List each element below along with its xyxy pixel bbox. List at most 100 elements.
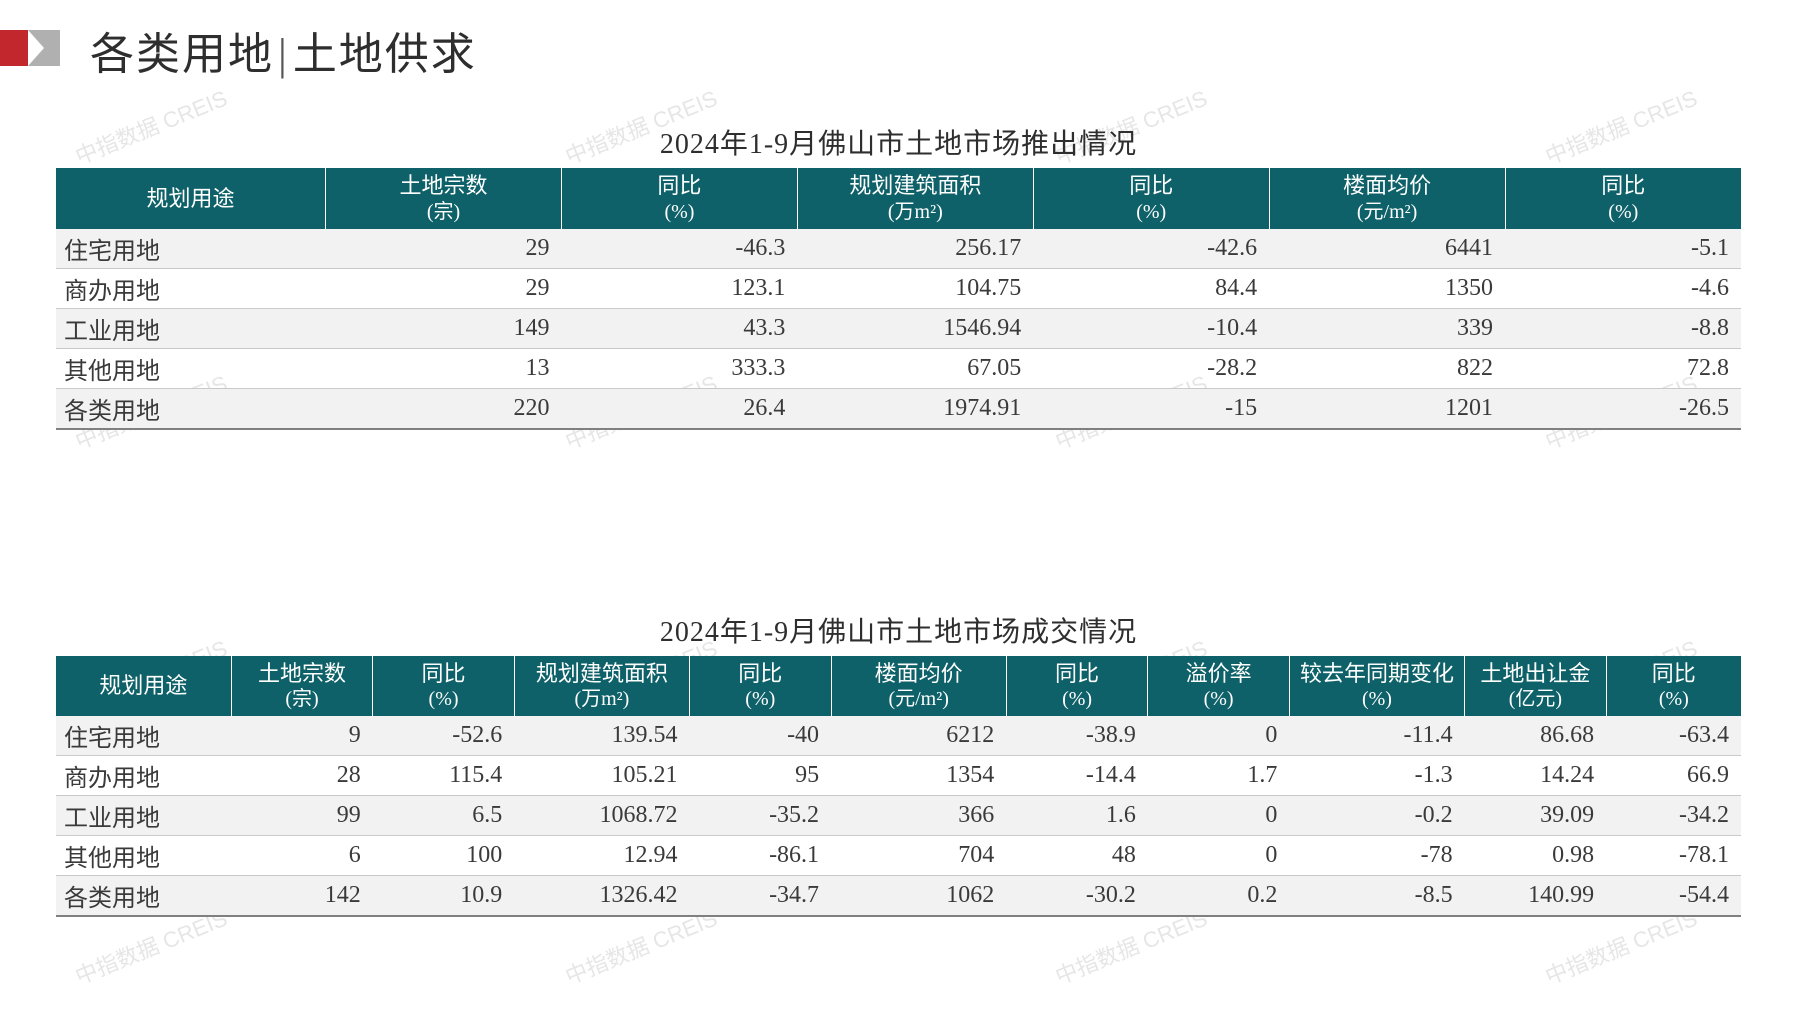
row-value: 72.8 (1505, 348, 1741, 388)
row-value: 29 (326, 268, 562, 308)
table-header-cell: 同比(%) (1006, 656, 1148, 717)
row-value: 104.75 (797, 268, 1033, 308)
row-label: 住宅用地 (56, 229, 326, 269)
row-value: 123.1 (561, 268, 797, 308)
row-value: -11.4 (1289, 716, 1464, 756)
row-value: 1201 (1269, 388, 1505, 429)
row-value: 256.17 (797, 229, 1033, 269)
row-value: -30.2 (1006, 876, 1148, 917)
page-header: 各类用地|土地供求 (0, 0, 1797, 82)
row-value: 105.21 (514, 756, 689, 796)
land-deal-table: 规划用途土地宗数(宗)同比(%)规划建筑面积(万m²)同比(%)楼面均价(元/m… (56, 656, 1741, 918)
row-label: 其他用地 (56, 836, 231, 876)
table-row: 商办用地29123.1104.7584.41350-4.6 (56, 268, 1741, 308)
page-title: 各类用地|土地供求 (90, 18, 477, 82)
row-value: -35.2 (690, 796, 832, 836)
land-supply-table: 规划用途土地宗数(宗)同比(%)规划建筑面积(万m²)同比(%)楼面均价(元/m… (56, 168, 1741, 430)
row-value: 6.5 (373, 796, 515, 836)
row-value: 86.68 (1465, 716, 1607, 756)
row-value: -4.6 (1505, 268, 1741, 308)
table2-header-row: 规划用途土地宗数(宗)同比(%)规划建筑面积(万m²)同比(%)楼面均价(元/m… (56, 656, 1741, 717)
row-label: 各类用地 (56, 876, 231, 917)
row-value: -0.2 (1289, 796, 1464, 836)
row-value: 140.99 (1465, 876, 1607, 917)
row-value: -54.4 (1606, 876, 1741, 917)
row-label: 商办用地 (56, 268, 326, 308)
row-label: 工业用地 (56, 308, 326, 348)
row-value: 84.4 (1033, 268, 1269, 308)
row-value: -78.1 (1606, 836, 1741, 876)
table-header-cell: 楼面均价(元/m²) (1269, 168, 1505, 229)
row-value: 6212 (831, 716, 1006, 756)
row-value: 333.3 (561, 348, 797, 388)
table-row: 商办用地28115.4105.21951354-14.41.7-1.314.24… (56, 756, 1741, 796)
row-value: 6441 (1269, 229, 1505, 269)
row-value: 28 (231, 756, 373, 796)
row-value: -52.6 (373, 716, 515, 756)
row-value: 1350 (1269, 268, 1505, 308)
table2-wrap: 规划用途土地宗数(宗)同比(%)规划建筑面积(万m²)同比(%)楼面均价(元/m… (0, 656, 1797, 918)
row-value: -34.2 (1606, 796, 1741, 836)
row-value: 0.2 (1148, 876, 1290, 917)
row-value: 66.9 (1606, 756, 1741, 796)
row-value: 48 (1006, 836, 1148, 876)
table1-header-row: 规划用途土地宗数(宗)同比(%)规划建筑面积(万m²)同比(%)楼面均价(元/m… (56, 168, 1741, 229)
table-row: 住宅用地29-46.3256.17-42.66441-5.1 (56, 229, 1741, 269)
table-header-cell: 较去年同期变化(%) (1289, 656, 1464, 717)
row-value: -78 (1289, 836, 1464, 876)
row-value: 1326.42 (514, 876, 689, 917)
row-value: -46.3 (561, 229, 797, 269)
row-value: 39.09 (1465, 796, 1607, 836)
row-value: 139.54 (514, 716, 689, 756)
row-value: -5.1 (1505, 229, 1741, 269)
table-header-cell: 土地出让金(亿元) (1465, 656, 1607, 717)
table-header-cell: 同比(%) (373, 656, 515, 717)
table1-wrap: 规划用途土地宗数(宗)同比(%)规划建筑面积(万m²)同比(%)楼面均价(元/m… (0, 168, 1797, 430)
table-header-cell: 同比(%) (1505, 168, 1741, 229)
row-label: 工业用地 (56, 796, 231, 836)
row-value: 149 (326, 308, 562, 348)
row-value: 10.9 (373, 876, 515, 917)
table-header-cell: 规划建筑面积(万m²) (797, 168, 1033, 229)
table1-title: 2024年1-9月佛山市土地市场推出情况 (0, 122, 1797, 162)
row-value: 1974.91 (797, 388, 1033, 429)
table-header-cell: 土地宗数(宗) (326, 168, 562, 229)
row-value: -1.3 (1289, 756, 1464, 796)
table-row: 其他用地13333.367.05-28.282272.8 (56, 348, 1741, 388)
row-value: 1068.72 (514, 796, 689, 836)
row-value: 339 (1269, 308, 1505, 348)
table-row: 工业用地14943.31546.94-10.4339-8.8 (56, 308, 1741, 348)
table2-title: 2024年1-9月佛山市土地市场成交情况 (0, 610, 1797, 650)
row-value: 0 (1148, 796, 1290, 836)
table-header-cell: 规划用途 (56, 656, 231, 717)
row-label: 各类用地 (56, 388, 326, 429)
row-value: 366 (831, 796, 1006, 836)
row-value: 12.94 (514, 836, 689, 876)
row-value: -40 (690, 716, 832, 756)
table-row: 其他用地610012.94-86.1704480-780.98-78.1 (56, 836, 1741, 876)
table-header-cell: 规划用途 (56, 168, 326, 229)
row-value: 1546.94 (797, 308, 1033, 348)
row-value: 99 (231, 796, 373, 836)
row-value: 6 (231, 836, 373, 876)
row-value: -8.8 (1505, 308, 1741, 348)
row-value: 220 (326, 388, 562, 429)
title-right: 土地供求 (293, 30, 477, 79)
row-value: -10.4 (1033, 308, 1269, 348)
table-header-cell: 规划建筑面积(万m²) (514, 656, 689, 717)
row-value: 0 (1148, 836, 1290, 876)
table-row: 住宅用地9-52.6139.54-406212-38.90-11.486.68-… (56, 716, 1741, 756)
table-row: 各类用地22026.41974.91-151201-26.5 (56, 388, 1741, 429)
table-header-cell: 土地宗数(宗) (231, 656, 373, 717)
row-value: 704 (831, 836, 1006, 876)
title-left: 各类用地 (90, 30, 274, 79)
table-header-cell: 楼面均价(元/m²) (831, 656, 1006, 717)
table-header-cell: 溢价率(%) (1148, 656, 1290, 717)
row-value: 1.7 (1148, 756, 1290, 796)
row-value: -28.2 (1033, 348, 1269, 388)
row-value: 1354 (831, 756, 1006, 796)
row-label: 商办用地 (56, 756, 231, 796)
row-value: -15 (1033, 388, 1269, 429)
row-value: -8.5 (1289, 876, 1464, 917)
row-value: -34.7 (690, 876, 832, 917)
